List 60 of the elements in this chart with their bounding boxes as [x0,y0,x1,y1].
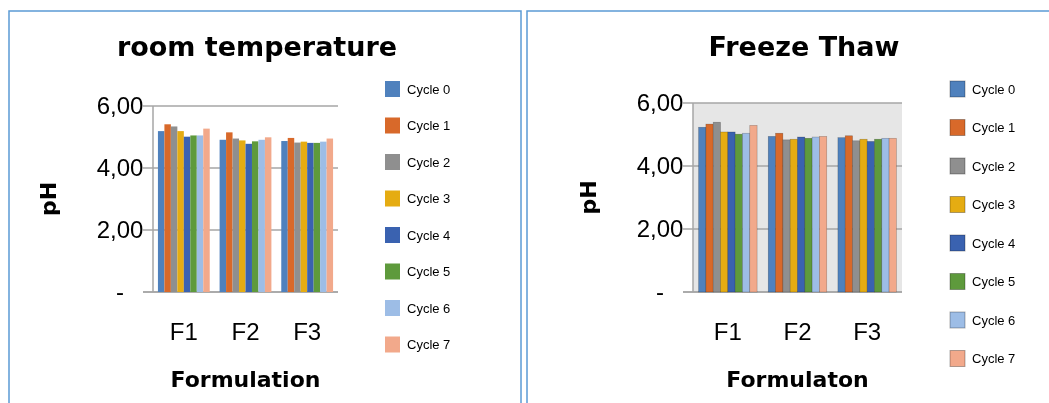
y-axis-title: pH [35,181,61,217]
bar [157,131,165,292]
x-axis-title: Formulation [170,367,321,392]
bar [307,142,314,292]
chart-title: Freeze Thaw [708,31,900,62]
legend-label: Cycle 0 [972,81,1016,97]
bar [190,135,197,292]
bar [183,136,191,292]
legend-label: Cycle 5 [972,274,1016,290]
bar [239,140,246,292]
bar [287,137,295,292]
legend-label: Cycle 6 [972,312,1016,328]
legend-label: Cycle 1 [972,120,1016,136]
x-tick-label: F1 [169,318,198,345]
legend-label: Cycle 2 [972,158,1016,174]
legend-label: Cycle 0 [407,81,451,97]
y-tick-label: 6,00 [636,89,684,117]
y-tick-label: 2,00 [636,215,684,243]
bar [203,128,210,292]
legend-label: Cycle 7 [407,337,451,353]
bar [232,138,240,292]
bar [170,126,178,292]
bar [196,135,204,292]
bar [226,132,233,292]
x-tick-label: F3 [853,318,882,345]
y-axis-title: pH [575,180,601,215]
legend-label: Cycle 6 [407,300,451,316]
bar [326,138,334,292]
x-tick-label: F3 [293,318,322,345]
bar [300,141,308,292]
bar [251,141,259,292]
y-tick-label: 4,00 [96,154,144,182]
y-tick-label: 4,00 [636,152,684,180]
bar [264,137,272,292]
y-tick-label: 2,00 [96,216,144,244]
x-tick-label: F1 [713,318,742,345]
bar [245,143,252,292]
bar [281,141,288,292]
bar [294,142,301,292]
legend-label: Cycle 3 [407,191,451,207]
y-tick-label: - [116,278,124,306]
legend-label: Cycle 1 [407,118,451,134]
bar [258,139,265,292]
legend-label: Cycle 2 [407,154,451,170]
x-tick-label: F2 [783,318,812,345]
x-axis-title: Formulaton [726,367,869,392]
legend-label: Cycle 7 [972,351,1016,367]
x-tick-label: F2 [231,318,260,345]
legend-label: Cycle 5 [407,264,451,280]
legend-label: Cycle 3 [972,197,1016,213]
y-tick-label: 6,00 [96,92,144,120]
legend-label: Cycle 4 [407,227,451,243]
y-tick-label: - [656,278,664,306]
chart-title: room temperature [116,31,398,62]
bar [219,139,227,292]
bar [177,131,184,292]
bar [320,141,327,292]
bar [313,142,321,292]
legend-label: Cycle 4 [972,235,1016,251]
bar [164,124,171,292]
